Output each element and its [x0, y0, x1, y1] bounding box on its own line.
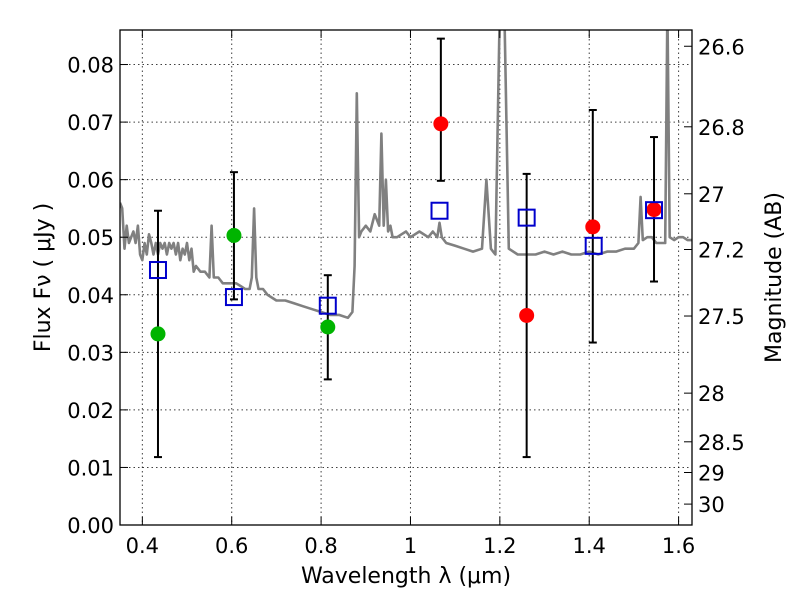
y-tick-label: 0.03	[67, 341, 114, 365]
grid-layer	[120, 30, 692, 525]
observed-flux-point	[433, 116, 449, 132]
mag-tick-label: 27.2	[698, 239, 745, 263]
model-flux-square	[318, 296, 337, 315]
mag-tick-label: 28.5	[698, 431, 745, 455]
mag-tick-label: 26.6	[698, 35, 745, 59]
y-tick-label: 0.05	[67, 226, 114, 250]
model-flux-square	[430, 201, 449, 220]
y-tick-label: 0.02	[67, 399, 114, 423]
x-tick-label: 1.4	[573, 534, 606, 558]
ticks-layer: 0.4 0.6 0.8 1 1.2 1.4 1.6 0.00 0.01 0.02 0.03 0.04 0…	[67, 30, 745, 558]
x-tick-label: 0.8	[304, 534, 337, 558]
mag-tick-label: 29	[698, 462, 725, 486]
y-tick-label: 0.00	[67, 514, 114, 538]
observed-flux-point	[519, 307, 535, 323]
model-flux-square	[517, 208, 536, 227]
sed-model-line	[120, 30, 692, 320]
y-tick-label: 0.08	[67, 54, 114, 78]
y-tick-label: 0.01	[67, 456, 114, 480]
points-layer	[148, 116, 664, 342]
x-tick-label: 0.6	[215, 534, 248, 558]
mag-tick-label: 27	[698, 183, 725, 207]
y-tick-label: 0.07	[67, 111, 114, 135]
y-axis-label: Flux Fν ( μJy )	[31, 203, 56, 352]
x-tick-label: 1.2	[483, 534, 516, 558]
y-tick-label: 0.06	[67, 169, 114, 193]
mag-tick-label: 30	[698, 493, 725, 517]
model-flux-square	[148, 261, 167, 280]
errorbar-layer	[153, 37, 659, 459]
observed-flux-point	[226, 227, 242, 243]
x-axis-label: Wavelength λ (μm)	[301, 564, 511, 589]
x-tick-label: 0.4	[126, 534, 159, 558]
observed-flux-point	[150, 326, 166, 342]
model-flux-square	[224, 288, 243, 307]
mag-tick-label: 26.8	[698, 116, 745, 140]
right-axis-label: Magnitude (AB)	[762, 192, 787, 363]
observed-flux-point	[320, 319, 336, 335]
model-flux-square	[645, 201, 664, 220]
mag-tick-label: 28	[698, 382, 725, 406]
model-flux-square	[584, 236, 603, 255]
x-tick-label: 1.6	[662, 534, 695, 558]
plot-frame	[119, 29, 693, 526]
model-line-layer	[120, 30, 692, 320]
y-tick-label: 0.04	[67, 284, 114, 308]
observed-flux-point	[585, 219, 601, 235]
observed-flux-point	[646, 202, 662, 218]
x-tick-label: 1	[404, 534, 417, 558]
mag-tick-label: 27.5	[698, 305, 745, 329]
